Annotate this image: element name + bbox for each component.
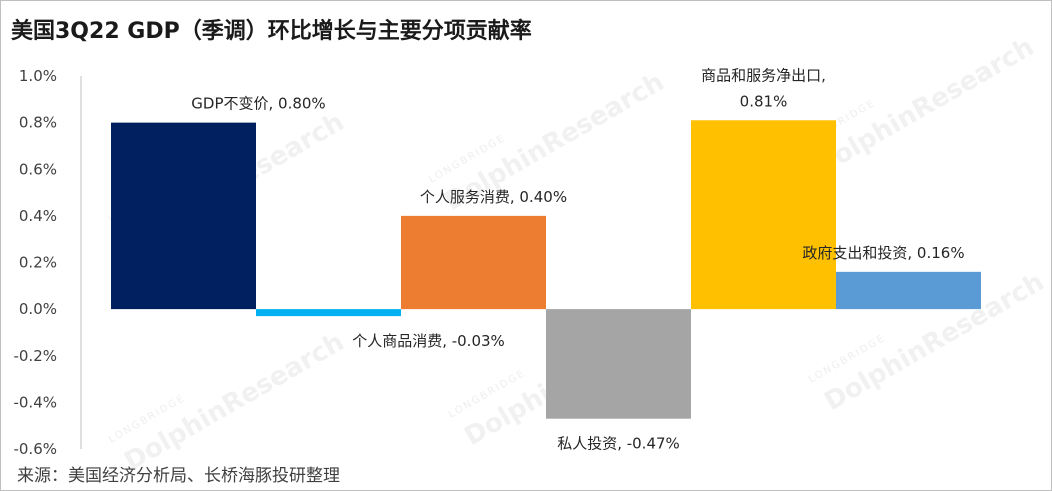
y-tick-label: 0.2% [19, 254, 57, 272]
y-tick-label: 0.6% [19, 160, 57, 178]
chart-title: 美国3Q22 GDP（季调）环比增长与主要分项贡献率 [11, 19, 532, 44]
data-label: 商品和服务净出口, [701, 66, 826, 84]
bar-5 [691, 120, 836, 310]
y-tick-label: 0.4% [19, 207, 57, 225]
watermark-brand: DolphinResearch [120, 327, 350, 477]
y-tick-label: 0.0% [19, 300, 57, 318]
y-tick-label: 0.8% [19, 114, 57, 132]
bar-3 [401, 215, 546, 310]
y-tick-label: -0.2% [13, 347, 57, 365]
watermark-brand: DolphinResearch [810, 32, 1040, 182]
source-note: 来源：美国经济分析局、长桥海豚投研整理 [17, 466, 340, 486]
data-label: GDP不变价, 0.80% [191, 95, 325, 113]
bar-4 [546, 309, 691, 419]
y-tick-label: -0.6% [13, 440, 57, 458]
bar-2 [256, 309, 401, 317]
data-label: 个人服务消费, 0.40% [420, 188, 567, 206]
bar-6 [836, 271, 981, 310]
y-tick-label: -0.4% [13, 393, 57, 411]
data-label: 私人投资, -0.47% [557, 435, 680, 453]
bar-1 [111, 122, 256, 310]
data-label: 政府支出和投资, 0.16% [802, 244, 964, 262]
data-label: 个人商品消费, -0.03% [352, 332, 505, 350]
data-label: 0.81% [740, 92, 788, 110]
y-tick-label: 1.0% [19, 67, 57, 85]
